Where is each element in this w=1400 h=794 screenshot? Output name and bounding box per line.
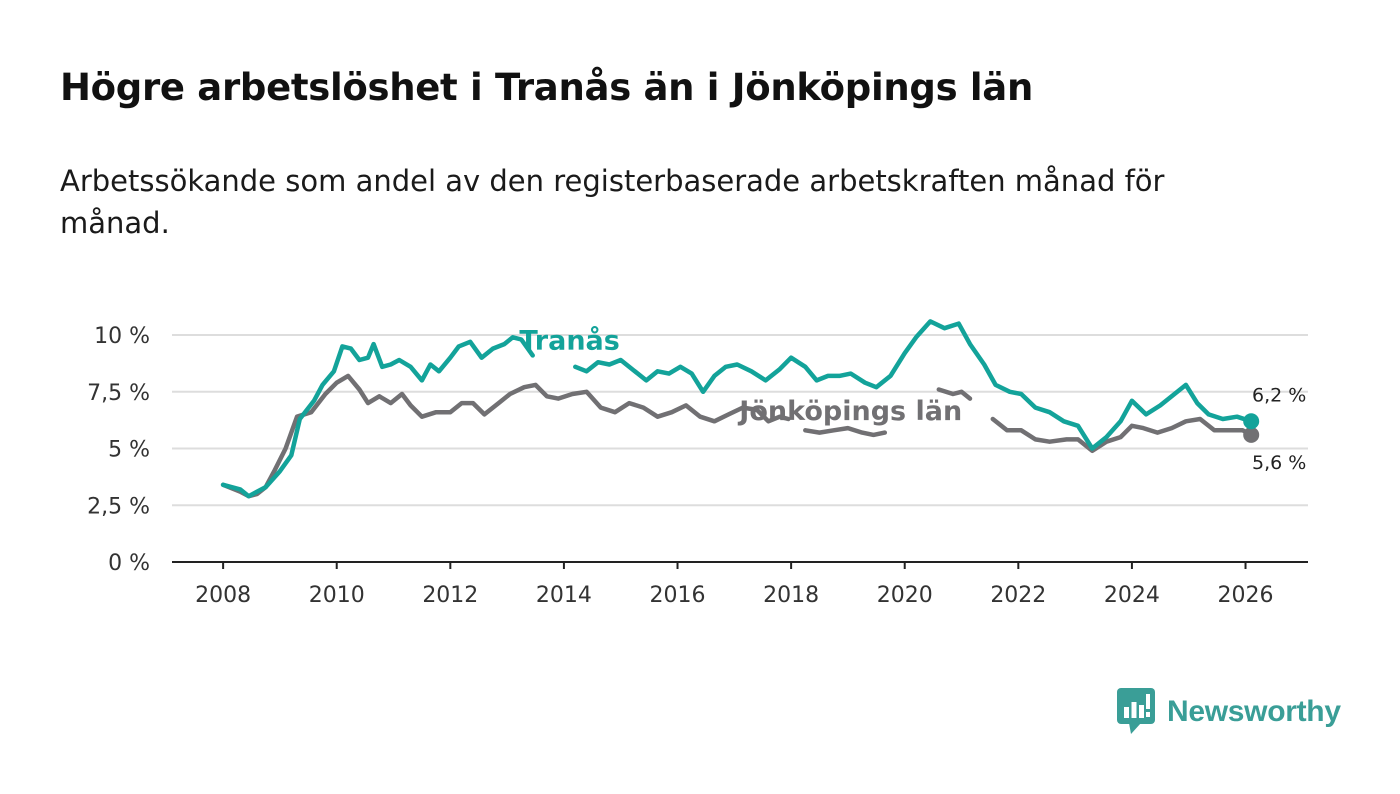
newsworthy-logo-icon bbox=[1117, 688, 1155, 734]
x-tick-label: 2026 bbox=[1218, 583, 1274, 608]
y-axis-tick-labels: 0 % 2,5 % 5 % 7,5 % 10 % bbox=[87, 324, 150, 576]
series-labels: Tranås Jönköpings län bbox=[519, 325, 962, 427]
chart-title: Högre arbetslöshet i Tranås än i Jönköpi… bbox=[60, 66, 1033, 109]
x-tick-label: 2020 bbox=[877, 583, 933, 608]
y-tick-label: 10 % bbox=[94, 324, 150, 349]
jonkopings-lan-line bbox=[990, 416, 1254, 454]
chart-subtitle: Arbetssökande som andel av den registerb… bbox=[60, 164, 1165, 240]
series-lines bbox=[220, 319, 1254, 499]
jonkopings-lan-series-label: Jönköpings län bbox=[737, 396, 962, 427]
x-tick-label: 2022 bbox=[990, 583, 1046, 608]
x-tick-label: 2010 bbox=[309, 583, 365, 608]
x-tick-label: 2018 bbox=[763, 583, 819, 608]
newsworthy-logo: Newsworthy bbox=[1117, 688, 1341, 736]
tranas-end-dot bbox=[1243, 413, 1260, 430]
x-tick-label: 2014 bbox=[536, 583, 592, 608]
tranas-line bbox=[573, 319, 1254, 451]
jonkopings-lan-end-dot bbox=[1243, 426, 1260, 443]
end-markers: 6,2 % 5,6 % bbox=[1243, 384, 1306, 474]
y-tick-label: 7,5 % bbox=[87, 381, 150, 406]
y-tick-label: 0 % bbox=[108, 551, 150, 576]
tranas-end-label: 6,2 % bbox=[1252, 384, 1306, 406]
y-tick-label: 2,5 % bbox=[87, 494, 150, 519]
x-tick-label: 2016 bbox=[650, 583, 706, 608]
x-tick-label: 2024 bbox=[1104, 583, 1160, 608]
jonkopings-lan-line bbox=[803, 425, 888, 438]
tranas-line bbox=[220, 335, 535, 499]
jonkopings-lan-line bbox=[936, 387, 973, 401]
jonkopings-lan-end-label: 5,6 % bbox=[1252, 452, 1306, 474]
x-tick-label: 2008 bbox=[195, 583, 251, 608]
tranas-series-label: Tranås bbox=[519, 325, 620, 357]
brand-name: Newsworthy bbox=[1167, 695, 1341, 728]
x-tick-label: 2012 bbox=[422, 583, 478, 608]
y-tick-label: 5 % bbox=[108, 438, 150, 463]
x-axis-ticks: 2008 2010 2012 2014 2016 2018 2020 2022 2024 2026 bbox=[195, 562, 1274, 608]
